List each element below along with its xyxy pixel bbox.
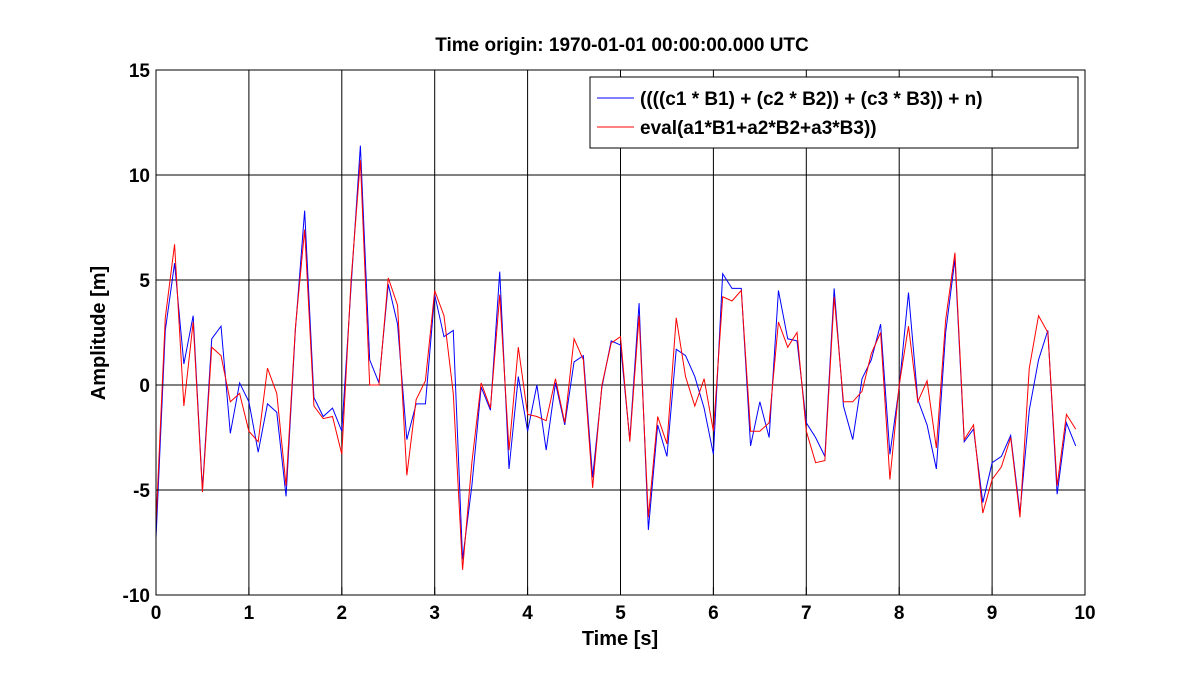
x-axis-label: Time [s] xyxy=(582,628,658,650)
axis-ticks xyxy=(155,69,1086,596)
x-tick-label: 3 xyxy=(429,603,440,624)
y-tick-label: 10 xyxy=(129,166,150,187)
y-axis-label: Amplitude [m] xyxy=(88,266,110,400)
x-tick-labels: 0 1 2 3 4 5 6 7 8 9 10 xyxy=(151,603,1096,624)
x-tick-label: 0 xyxy=(151,603,162,624)
x-tick-label: 9 xyxy=(987,603,998,624)
x-tick-label: 4 xyxy=(522,603,533,624)
y-tick-labels: -10 -5 0 5 10 15 xyxy=(123,61,151,607)
legend-box xyxy=(589,76,1079,149)
legend: ((((c1 * B1) + (c2 * B2)) + (c3 * B3)) +… xyxy=(589,76,1079,149)
series-line-2 xyxy=(155,160,1077,570)
legend-label-series-2: eval(a1*B1+a2*B2+a3*B3)) xyxy=(640,118,877,139)
y-tick-label: -10 xyxy=(123,586,150,607)
x-tick-label: 1 xyxy=(244,603,255,624)
y-tick-label: 0 xyxy=(139,376,150,397)
series-lines xyxy=(155,145,1077,570)
x-tick-label: 5 xyxy=(615,603,626,624)
y-tick-label: 15 xyxy=(129,61,151,82)
x-tick-label: 8 xyxy=(894,603,905,624)
x-tick-label: 6 xyxy=(708,603,719,624)
y-tick-label: 5 xyxy=(139,271,150,292)
x-tick-label: 2 xyxy=(337,603,348,624)
chart-title: Time origin: 1970-01-01 00:00:00.000 UTC xyxy=(435,35,809,56)
x-tick-label: 7 xyxy=(801,603,812,624)
series-line-1 xyxy=(155,145,1077,560)
x-tick-label: 10 xyxy=(1074,603,1095,624)
y-tick-label: -5 xyxy=(133,481,150,502)
legend-label-series-1: ((((c1 * B1) + (c2 * B2)) + (c3 * B3)) +… xyxy=(640,89,983,110)
